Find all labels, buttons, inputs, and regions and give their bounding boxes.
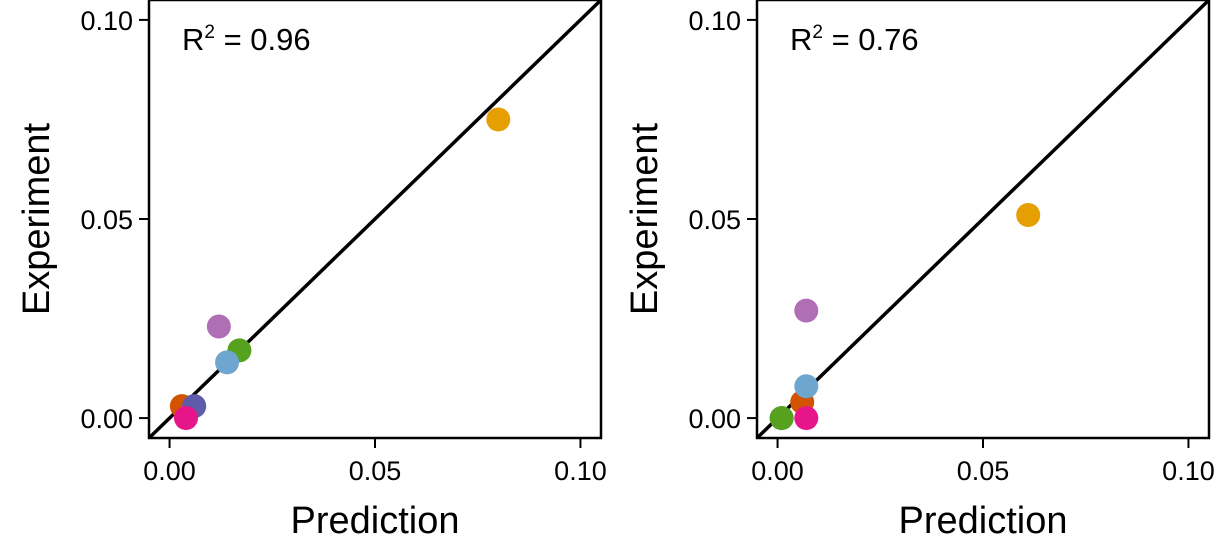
y-axis-label: Experiment: [16, 122, 58, 315]
x-axis-label: Prediction: [899, 500, 1068, 542]
y-tick-label: 0.05: [688, 205, 741, 235]
chart-panel-1: 0.00 0.05 0.10 0.00 0.05 0.10 Prediction Experi…: [16, 0, 607, 542]
reference-line: [149, 0, 601, 438]
x-tick-label: 0.10: [1162, 456, 1215, 486]
y-axis-label: Experiment: [624, 122, 666, 315]
y-tick-label: 0.00: [80, 404, 133, 434]
y-tick-label: 0.10: [688, 6, 741, 36]
x-tick-label: 0.00: [143, 456, 196, 486]
r-squared-annotation: R2 = 0.76: [790, 22, 919, 57]
x-tick-label: 0.10: [554, 456, 607, 486]
data-point: [206, 314, 231, 339]
x-axis-label: Prediction: [291, 500, 460, 542]
x-tick-label: 0.05: [957, 456, 1010, 486]
r-squared-annotation: R2 = 0.96: [182, 22, 311, 57]
data-point: [173, 406, 198, 431]
data-point: [486, 107, 511, 132]
x-tick-label: 0.00: [751, 456, 804, 486]
data-point: [215, 350, 240, 375]
data-point: [1016, 203, 1041, 228]
x-tick-label: 0.05: [349, 456, 402, 486]
data-point: [794, 406, 819, 431]
plot-area: [149, 0, 601, 438]
data-point: [794, 374, 819, 399]
plot-area: [757, 0, 1209, 438]
y-tick-label: 0.05: [80, 205, 133, 235]
reference-line: [757, 0, 1209, 438]
data-point: [794, 298, 819, 323]
y-tick-label: 0.00: [688, 404, 741, 434]
y-tick-label: 0.10: [80, 6, 133, 36]
data-point: [769, 406, 794, 431]
chart-panel-2: 0.00 0.05 0.10 0.00 0.05 0.10 Prediction Experi…: [624, 0, 1215, 542]
